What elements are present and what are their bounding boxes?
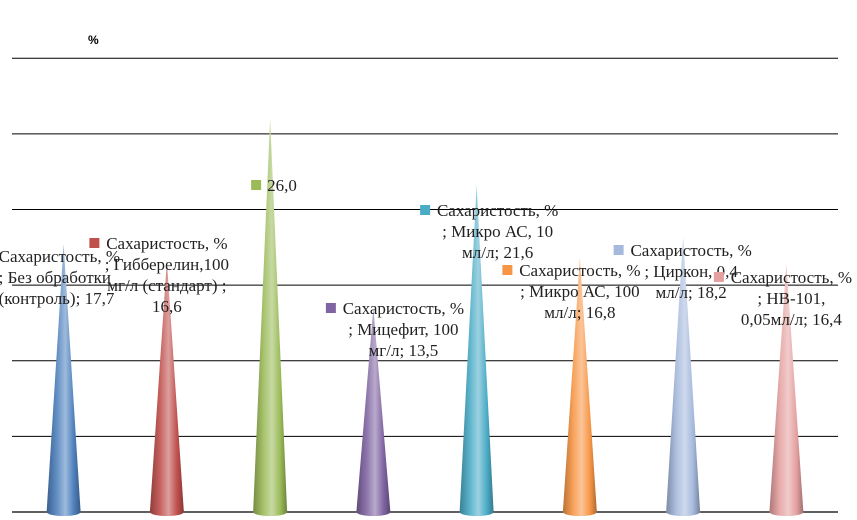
- data-label-line: Сахаристость, %: [106, 234, 227, 253]
- data-label-line: Сахаристость, %: [0, 247, 120, 266]
- data-label-line: мл/л; 16,8: [544, 303, 615, 322]
- data-label: Сахаристость, % ; Гибберелин,100 мг/л (ста…: [89, 234, 229, 316]
- data-label-line: ; НВ-101,: [757, 289, 825, 308]
- legend-key: [713, 272, 724, 282]
- data-label-line: ; Мицефит, 100: [348, 320, 458, 339]
- data-label-line: Сахаристость, %: [519, 261, 640, 280]
- cone-bar: [356, 307, 391, 516]
- data-label-line: 26,0: [267, 176, 297, 195]
- cone-bar: [253, 118, 288, 516]
- data-label-line: 16,6: [152, 297, 182, 316]
- legend-key: [420, 205, 431, 215]
- data-label-line: (контроль); 17,7: [0, 289, 115, 308]
- legend-key: [502, 265, 513, 275]
- data-label: Сахаристость, % ; Микро АС, 100 мл/л; 16,8: [502, 261, 641, 322]
- data-label: Сахаристость, % ; Без обработки (контроль)…: [0, 247, 120, 308]
- cone-series: [46, 118, 804, 517]
- legend-key: [613, 245, 624, 255]
- data-label-line: мл/л; 21,6: [462, 243, 533, 262]
- cone-bar: [562, 257, 597, 516]
- data-label-line: ; Циркон, 0,4: [644, 262, 738, 281]
- cone-bar: [149, 260, 184, 516]
- data-label-line: ; Микро АС, 100: [520, 282, 639, 301]
- data-label: Сахаристость, % ; НВ-101, 0,05мл/л; 16,4: [713, 268, 852, 329]
- data-label-line: Сахаристость, %: [437, 201, 558, 220]
- data-label-line: ; Без обработки: [0, 268, 111, 287]
- data-label-line: мг/л; 13,5: [369, 341, 439, 360]
- data-label-line: Сахаристость, %: [731, 268, 852, 287]
- data-label: Сахаристость, % ; Мицефит, 100 мг/л; 13,5: [325, 299, 464, 360]
- data-label: Сахаристость, % ; Микро АС, 10 мл/л; 21,6: [420, 201, 558, 262]
- legend-key: [325, 303, 336, 313]
- legend-key: [251, 180, 262, 190]
- cone-bar: [46, 244, 81, 516]
- cone-bar: [459, 185, 494, 517]
- data-label-line: Сахаристость, %: [343, 299, 464, 318]
- data-label: Сахаристость, % ; Циркон, 0,4 мл/л; 18,2: [613, 241, 752, 302]
- data-label-line: мл/л; 18,2: [656, 283, 727, 302]
- legend-key: [89, 238, 100, 248]
- data-label-line: 0,05мл/л; 16,4: [741, 310, 842, 329]
- data-label-line: Сахаристость, %: [630, 241, 751, 260]
- data-label: 26,0: [251, 176, 297, 195]
- cone-bar: [666, 236, 701, 516]
- cone-bar: [769, 263, 804, 516]
- y-axis-label: %: [88, 33, 99, 47]
- data-labels: Сахаристость, % ; Без обработки (контроль)…: [0, 176, 852, 360]
- data-label-line: ; Микро АС, 10: [442, 222, 553, 241]
- data-label-line: ; Гибберелин,100: [105, 255, 229, 274]
- data-label-line: мг/л (стандарт) ;: [107, 276, 226, 295]
